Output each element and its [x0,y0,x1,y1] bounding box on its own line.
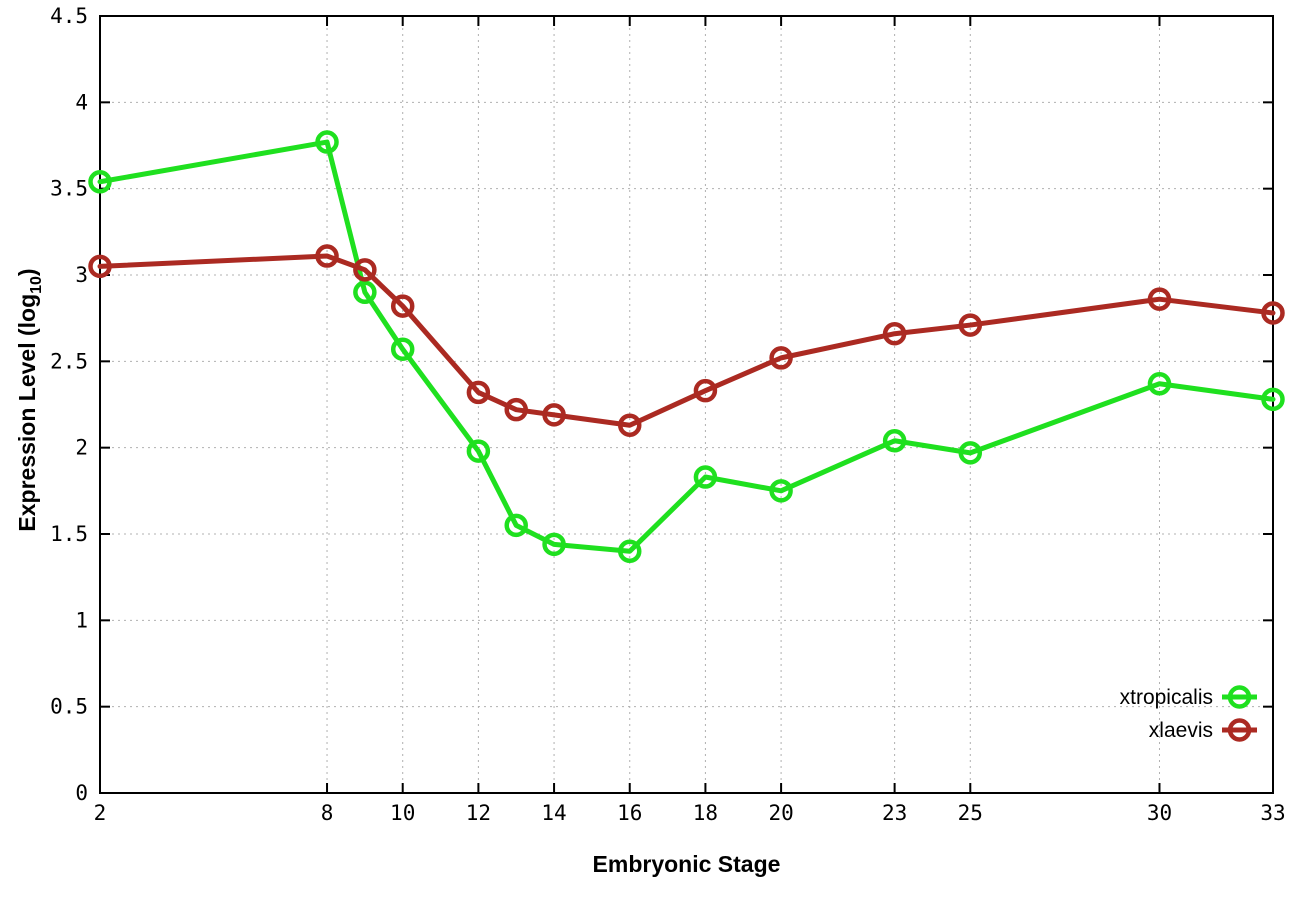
y-tick-label: 3 [75,263,88,287]
x-tick-label: 2 [94,801,107,825]
data-point-xtropicalis [1261,387,1285,412]
data-point-xlaevis [693,378,718,403]
data-point-xtropicalis [542,532,566,557]
data-point-xtropicalis [1147,372,1172,396]
data-point-xtropicalis [958,441,983,465]
data-point-xlaevis [769,346,793,370]
y-tick-label: 0.5 [50,695,88,719]
data-point-xlaevis [353,258,377,282]
data-point-xtropicalis [693,465,718,489]
data-point-xlaevis [1261,301,1285,325]
y-axis-title-end: ) [14,268,41,277]
x-axis-title: Embryonic Stage [592,851,781,877]
y-axis-title-main: Expression Level (log [14,293,41,532]
x-tick-label: 20 [768,801,793,825]
data-point-xlaevis [882,321,907,346]
data-point-xtropicalis [769,479,793,503]
y-tick-label: 1 [75,608,88,632]
x-tick-label: 14 [541,801,566,825]
y-tick-label: 3.5 [50,177,88,201]
x-tick-label: 33 [1260,801,1285,825]
data-point-xtropicalis [504,513,528,538]
data-point-xlaevis [504,397,528,422]
y-tick-label: 2.5 [50,349,88,373]
x-tick-label: 8 [321,801,334,825]
legend-label-xtropicalis: xtropicalis [1120,686,1213,709]
data-point-xtropicalis [88,170,112,194]
x-tick-label: 10 [390,801,415,825]
series-line-xtropicalis [97,139,1276,554]
x-tick-label: 16 [617,801,642,825]
y-tick-label: 4 [75,90,88,114]
y-axis-title: Expression Level (log10) [14,268,46,531]
data-point-xtropicalis [617,539,642,564]
data-point-xlaevis [315,244,339,268]
data-point-xlaevis [390,294,415,318]
y-tick-label: 2 [75,436,88,460]
data-point-xlaevis [1147,287,1172,311]
y-tick-label: 4.5 [50,4,88,28]
x-tick-label: 25 [958,801,983,825]
plot-border [99,15,1274,794]
data-point-xtropicalis [390,337,415,361]
legend-marker-xtropicalis [1227,685,1252,709]
y-axis-title-subscript: 10 [27,276,45,294]
data-point-xtropicalis [466,439,491,463]
data-point-xlaevis [542,403,566,427]
data-point-xlaevis [466,380,491,405]
data-point-xtropicalis [315,130,339,154]
series-line-xlaevis [97,253,1276,428]
data-point-xlaevis [617,413,642,437]
data-point-xlaevis [88,254,112,279]
data-point-xtropicalis [353,280,377,305]
x-tick-label: 23 [882,801,907,825]
x-tick-label: 12 [466,801,491,825]
data-point-xtropicalis [882,429,907,453]
x-tick-label: 30 [1147,801,1172,825]
data-point-xlaevis [958,313,983,337]
y-tick-label: 0 [75,781,88,805]
legend-marker-xlaevis [1227,718,1252,742]
legend-label-xlaevis: xlaevis [1149,719,1213,742]
y-tick-label: 1.5 [50,522,88,546]
x-tick-label: 18 [693,801,718,825]
